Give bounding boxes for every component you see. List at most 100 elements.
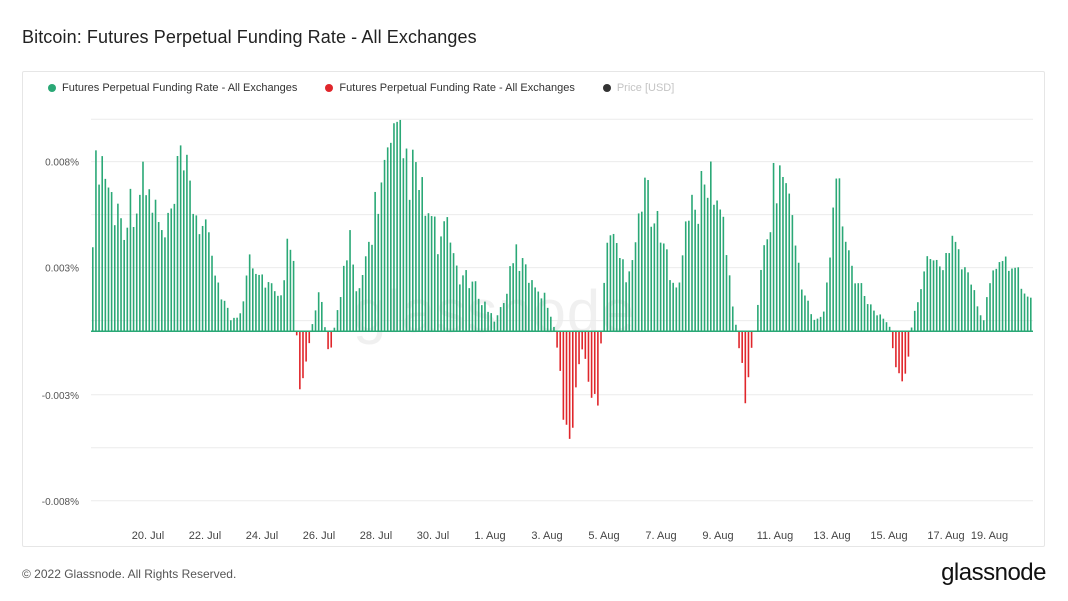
funding-bar [782,176,784,332]
funding-bar [593,331,596,394]
funding-bar [204,219,207,332]
funding-bar [333,327,336,332]
funding-bar [973,290,976,332]
funding-bar [402,158,405,332]
funding-bar [772,162,775,332]
funding-bar [233,317,235,332]
x-tick-label: 22. Jul [189,530,221,542]
funding-bar [342,265,345,332]
funding-bar [537,291,540,332]
funding-bar [750,331,753,348]
funding-bar [628,271,631,332]
funding-bar [104,178,107,332]
funding-bar [512,263,514,332]
funding-bar [251,268,254,332]
funding-bar [396,121,398,332]
funding-bar [719,209,722,332]
funding-bar [992,270,994,332]
funding-bar [976,306,979,332]
funding-bar [531,280,533,332]
funding-bar [619,258,621,332]
legend-item-negative-funding[interactable]: Futures Perpetual Funding Rate - All Exc… [325,82,575,94]
funding-bar [201,225,204,332]
funding-bar [879,314,882,332]
funding-bar [484,301,486,332]
funding-bar [863,295,866,332]
chart-legend: Futures Perpetual Funding Rate - All Exc… [48,82,674,94]
funding-bar [735,324,737,332]
funding-bar [559,331,562,371]
funding-bar [399,119,402,332]
x-tick-label: 20. Jul [132,530,164,542]
x-tick-label: 7. Aug [645,530,676,542]
funding-bar [355,291,358,332]
funding-bar [637,213,640,332]
funding-bar [841,226,844,332]
funding-bar [939,266,941,332]
funding-bar [929,259,932,332]
funding-bar [788,193,791,332]
legend-item-price[interactable]: Price [USD] [602,82,674,94]
funding-bar [684,221,687,332]
funding-bar [647,180,649,332]
x-tick-label: 5. Aug [588,530,619,542]
funding-bar [173,203,176,332]
funding-bar [641,211,643,332]
funding-bar [371,244,373,332]
funding-bar [622,259,624,332]
funding-bar [368,241,370,332]
legend-label: Futures Perpetual Funding Rate - All Exc… [62,82,298,94]
funding-bar [666,249,668,332]
funding-bar [352,264,354,332]
funding-bar [324,327,326,332]
x-tick-label: 19. Aug [971,530,1008,542]
funding-bar [524,264,527,332]
funding-bar [854,283,856,332]
chart-panel: Futures Perpetual Funding Rate - All Exc… [22,71,1045,547]
funding-bar [148,189,151,332]
funding-bar [487,311,489,332]
funding-bar [1020,288,1023,332]
funding-bar [967,272,969,332]
funding-bar [283,280,285,332]
funding-bar [1017,267,1020,332]
funding-bar [747,331,750,378]
funding-bar [408,199,411,332]
funding-bar [481,305,483,332]
funding-bar [151,212,154,332]
funding-bar [132,226,135,332]
funding-bar [584,331,587,359]
funding-bar [477,298,480,332]
funding-bar [910,327,913,332]
funding-bar [236,317,238,332]
funding-bar [540,298,543,332]
funding-bar [383,159,386,332]
funding-bar [785,183,787,332]
funding-bar [731,306,734,332]
funding-bar [550,316,552,332]
funding-bar [208,232,210,332]
funding-bar [418,190,420,332]
funding-bar [339,297,342,332]
funding-bar [779,165,781,332]
funding-bar [518,270,521,332]
funding-bar [186,154,188,332]
funding-bar [468,288,471,332]
funding-bar [970,284,972,332]
funding-bar [697,223,700,332]
funding-bar [1001,261,1004,332]
funding-bar [716,200,718,332]
funding-bar [292,260,295,332]
funding-bar [760,269,762,332]
funding-bar [948,253,951,332]
funding-bar [860,283,863,332]
funding-bar [446,217,449,332]
funding-bar [543,292,546,332]
funding-bar [440,236,442,332]
funding-bar [932,260,935,332]
funding-bar [161,230,163,332]
funding-bar [176,156,179,332]
funding-bar [885,322,888,332]
funding-bar [575,331,577,388]
legend-item-positive-funding[interactable]: Futures Perpetual Funding Rate - All Exc… [48,82,297,94]
